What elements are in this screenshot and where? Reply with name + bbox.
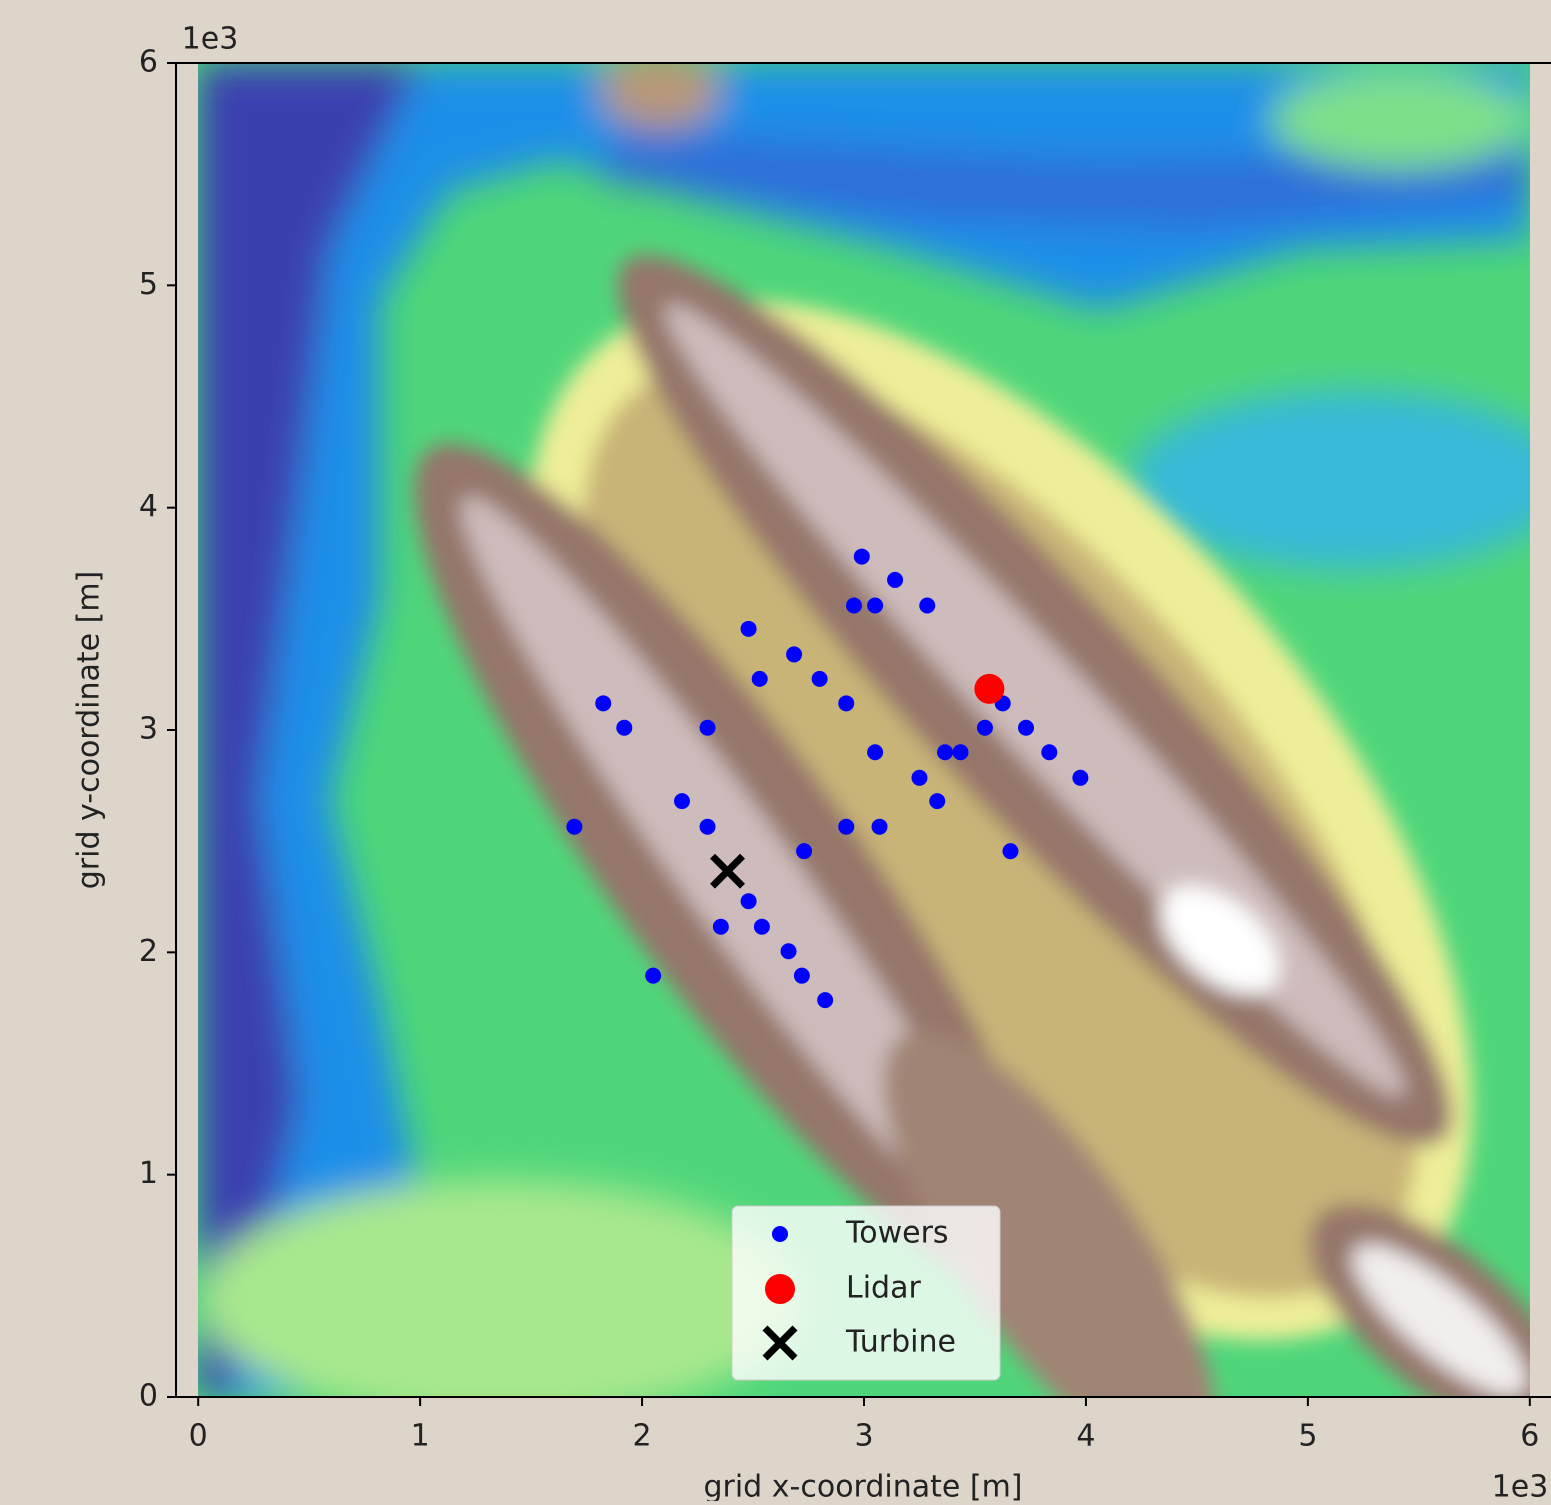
point [911,770,927,786]
point [566,819,582,835]
x-tick-label: 2 [633,1419,652,1454]
legend-label: Turbine [845,1325,956,1360]
point [919,597,935,613]
point [838,695,854,711]
point [977,720,993,736]
x-offset-label: 1e3 [1492,1470,1549,1502]
point [796,843,812,859]
point [752,671,768,687]
point [674,793,690,809]
legend-label: Lidar [846,1271,921,1306]
legend-label: Towers [845,1216,949,1251]
point [953,744,969,760]
point [595,695,611,711]
x-axis-label: grid x-coordinate [m] [703,1470,1022,1502]
x-tick-label: 6 [1520,1419,1539,1454]
x-tick-label: 1 [411,1419,430,1454]
y-tick-label: 6 [139,45,158,80]
point [741,621,757,637]
x-tick-label: 4 [1076,1419,1095,1454]
y-tick-label: 2 [139,934,158,969]
x-tick-label: 3 [854,1419,873,1454]
point [812,671,828,687]
point [887,572,903,588]
y-tick-label: 4 [139,489,158,524]
point [872,819,888,835]
legend-marker [772,1226,788,1242]
point [794,968,810,984]
point [1002,843,1018,859]
point [846,597,862,613]
point [700,720,716,736]
point [937,744,953,760]
x-tick-label: 0 [189,1419,208,1454]
y-tick-label: 1 [139,1156,158,1191]
y-axis-label: grid y-coordinate [m] [72,571,107,890]
point [616,720,632,736]
point [645,968,661,984]
point [929,793,945,809]
point [1041,744,1057,760]
y-offset-label: 1e3 [182,22,239,57]
point [713,919,729,935]
point [1018,720,1034,736]
point [854,549,870,565]
point [781,943,797,959]
point [838,819,854,835]
point [754,919,770,935]
y-tick-label: 0 [139,1379,158,1414]
point [700,819,716,835]
point [741,893,757,909]
point [974,674,1004,704]
legend-marker [765,1274,795,1304]
x-tick-label: 5 [1298,1419,1317,1454]
y-tick-label: 5 [139,267,158,302]
point [867,744,883,760]
point [786,646,802,662]
y-tick-label: 3 [139,712,158,747]
point [1072,770,1088,786]
chart: 1e3 1e3 grid x-coordinate [m] grid y-coo… [0,0,1551,1501]
point [867,597,883,613]
point [817,992,833,1008]
